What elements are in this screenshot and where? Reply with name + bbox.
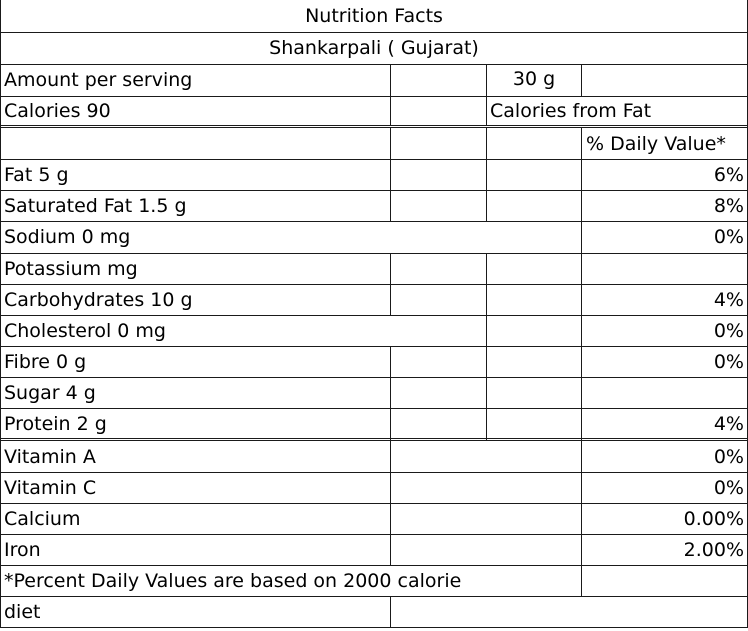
nutrient-name: Potassium mg [4,258,138,280]
nutrient-daily-value: 0% [713,477,744,499]
product-name: Shankarpali ( Gujarat) [269,37,479,59]
nutrient-name: Iron [4,539,41,561]
footnote-line-1: *Percent Daily Values are based on 2000 … [4,570,462,592]
nutrient-name: Calcium [4,508,81,530]
nutrient-name: Saturated Fat 1.5 g [4,195,187,217]
nutrient-daily-value: 0.00% [683,508,744,530]
nutrient-daily-value: 0% [713,226,744,248]
nutrient-daily-value: 0% [713,351,744,373]
footnote-line-2: diet [4,601,41,623]
calories-label: Calories 90 [4,100,111,122]
nutrient-name: Carbohydrates 10 g [4,289,193,311]
serving-label: Amount per serving [4,69,193,91]
nutrient-daily-value: 4% [713,413,744,435]
nutrient-name: Cholesterol 0 mg [4,320,166,342]
serving-value: 30 g [512,68,556,90]
nutrient-daily-value: 0% [713,446,744,468]
nutrient-name: Sodium 0 mg [4,226,131,248]
nutrient-name: Fibre 0 g [4,351,87,373]
calories-from-fat-label: Calories from Fat [490,100,652,122]
nutrient-daily-value: 0% [713,320,744,342]
nutrient-daily-value: 6% [713,164,744,186]
nutrient-daily-value: 4% [713,289,744,311]
nutrient-name: Fat 5 g [4,164,69,186]
nutrient-name: Sugar 4 g [4,382,96,404]
nutrient-name: Protein 2 g [4,413,107,435]
page-title: Nutrition Facts [305,5,443,27]
nutrient-name: Vitamin A [4,446,96,468]
nutrient-daily-value: 8% [713,195,744,217]
nutrient-name: Vitamin C [4,477,97,499]
nutrient-daily-value: 2.00% [683,539,744,561]
daily-value-header: % Daily Value* [586,133,726,155]
